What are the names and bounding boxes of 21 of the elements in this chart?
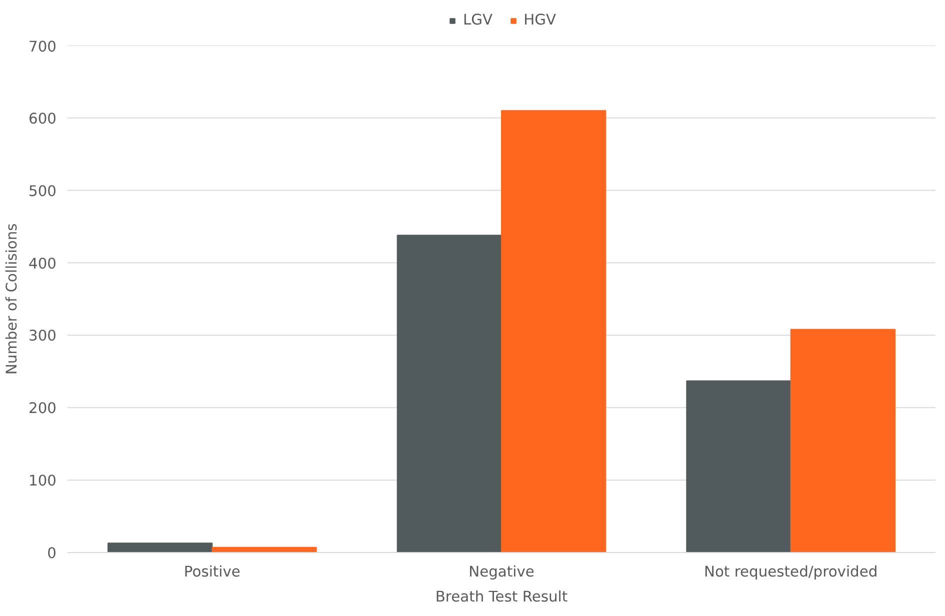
bar: [108, 542, 213, 552]
x-tick-label: Positive: [184, 564, 240, 580]
y-tick-label: 400: [28, 255, 57, 272]
legend-label: HGV: [524, 12, 556, 28]
y-tick-label: 0: [47, 545, 57, 562]
y-tick-label: 100: [28, 472, 57, 490]
y-tick-label: 500: [28, 182, 57, 200]
bar: [686, 380, 792, 552]
y-axis-title: Number of Collisions: [4, 223, 21, 375]
bar: [501, 110, 606, 552]
y-tick-label: 200: [28, 400, 57, 418]
legend-label: LGV: [463, 12, 493, 28]
bar: [396, 234, 502, 552]
x-axis-title: Breath Test Result: [435, 588, 568, 606]
bar: [212, 546, 317, 552]
x-tick-label: Negative: [468, 564, 534, 580]
y-tick-label: 600: [28, 110, 57, 128]
bar: [790, 328, 896, 552]
x-tick-label: Not requested/provided: [704, 564, 878, 580]
y-tick-label: 700: [28, 38, 57, 56]
y-tick-label: 300: [28, 328, 57, 345]
